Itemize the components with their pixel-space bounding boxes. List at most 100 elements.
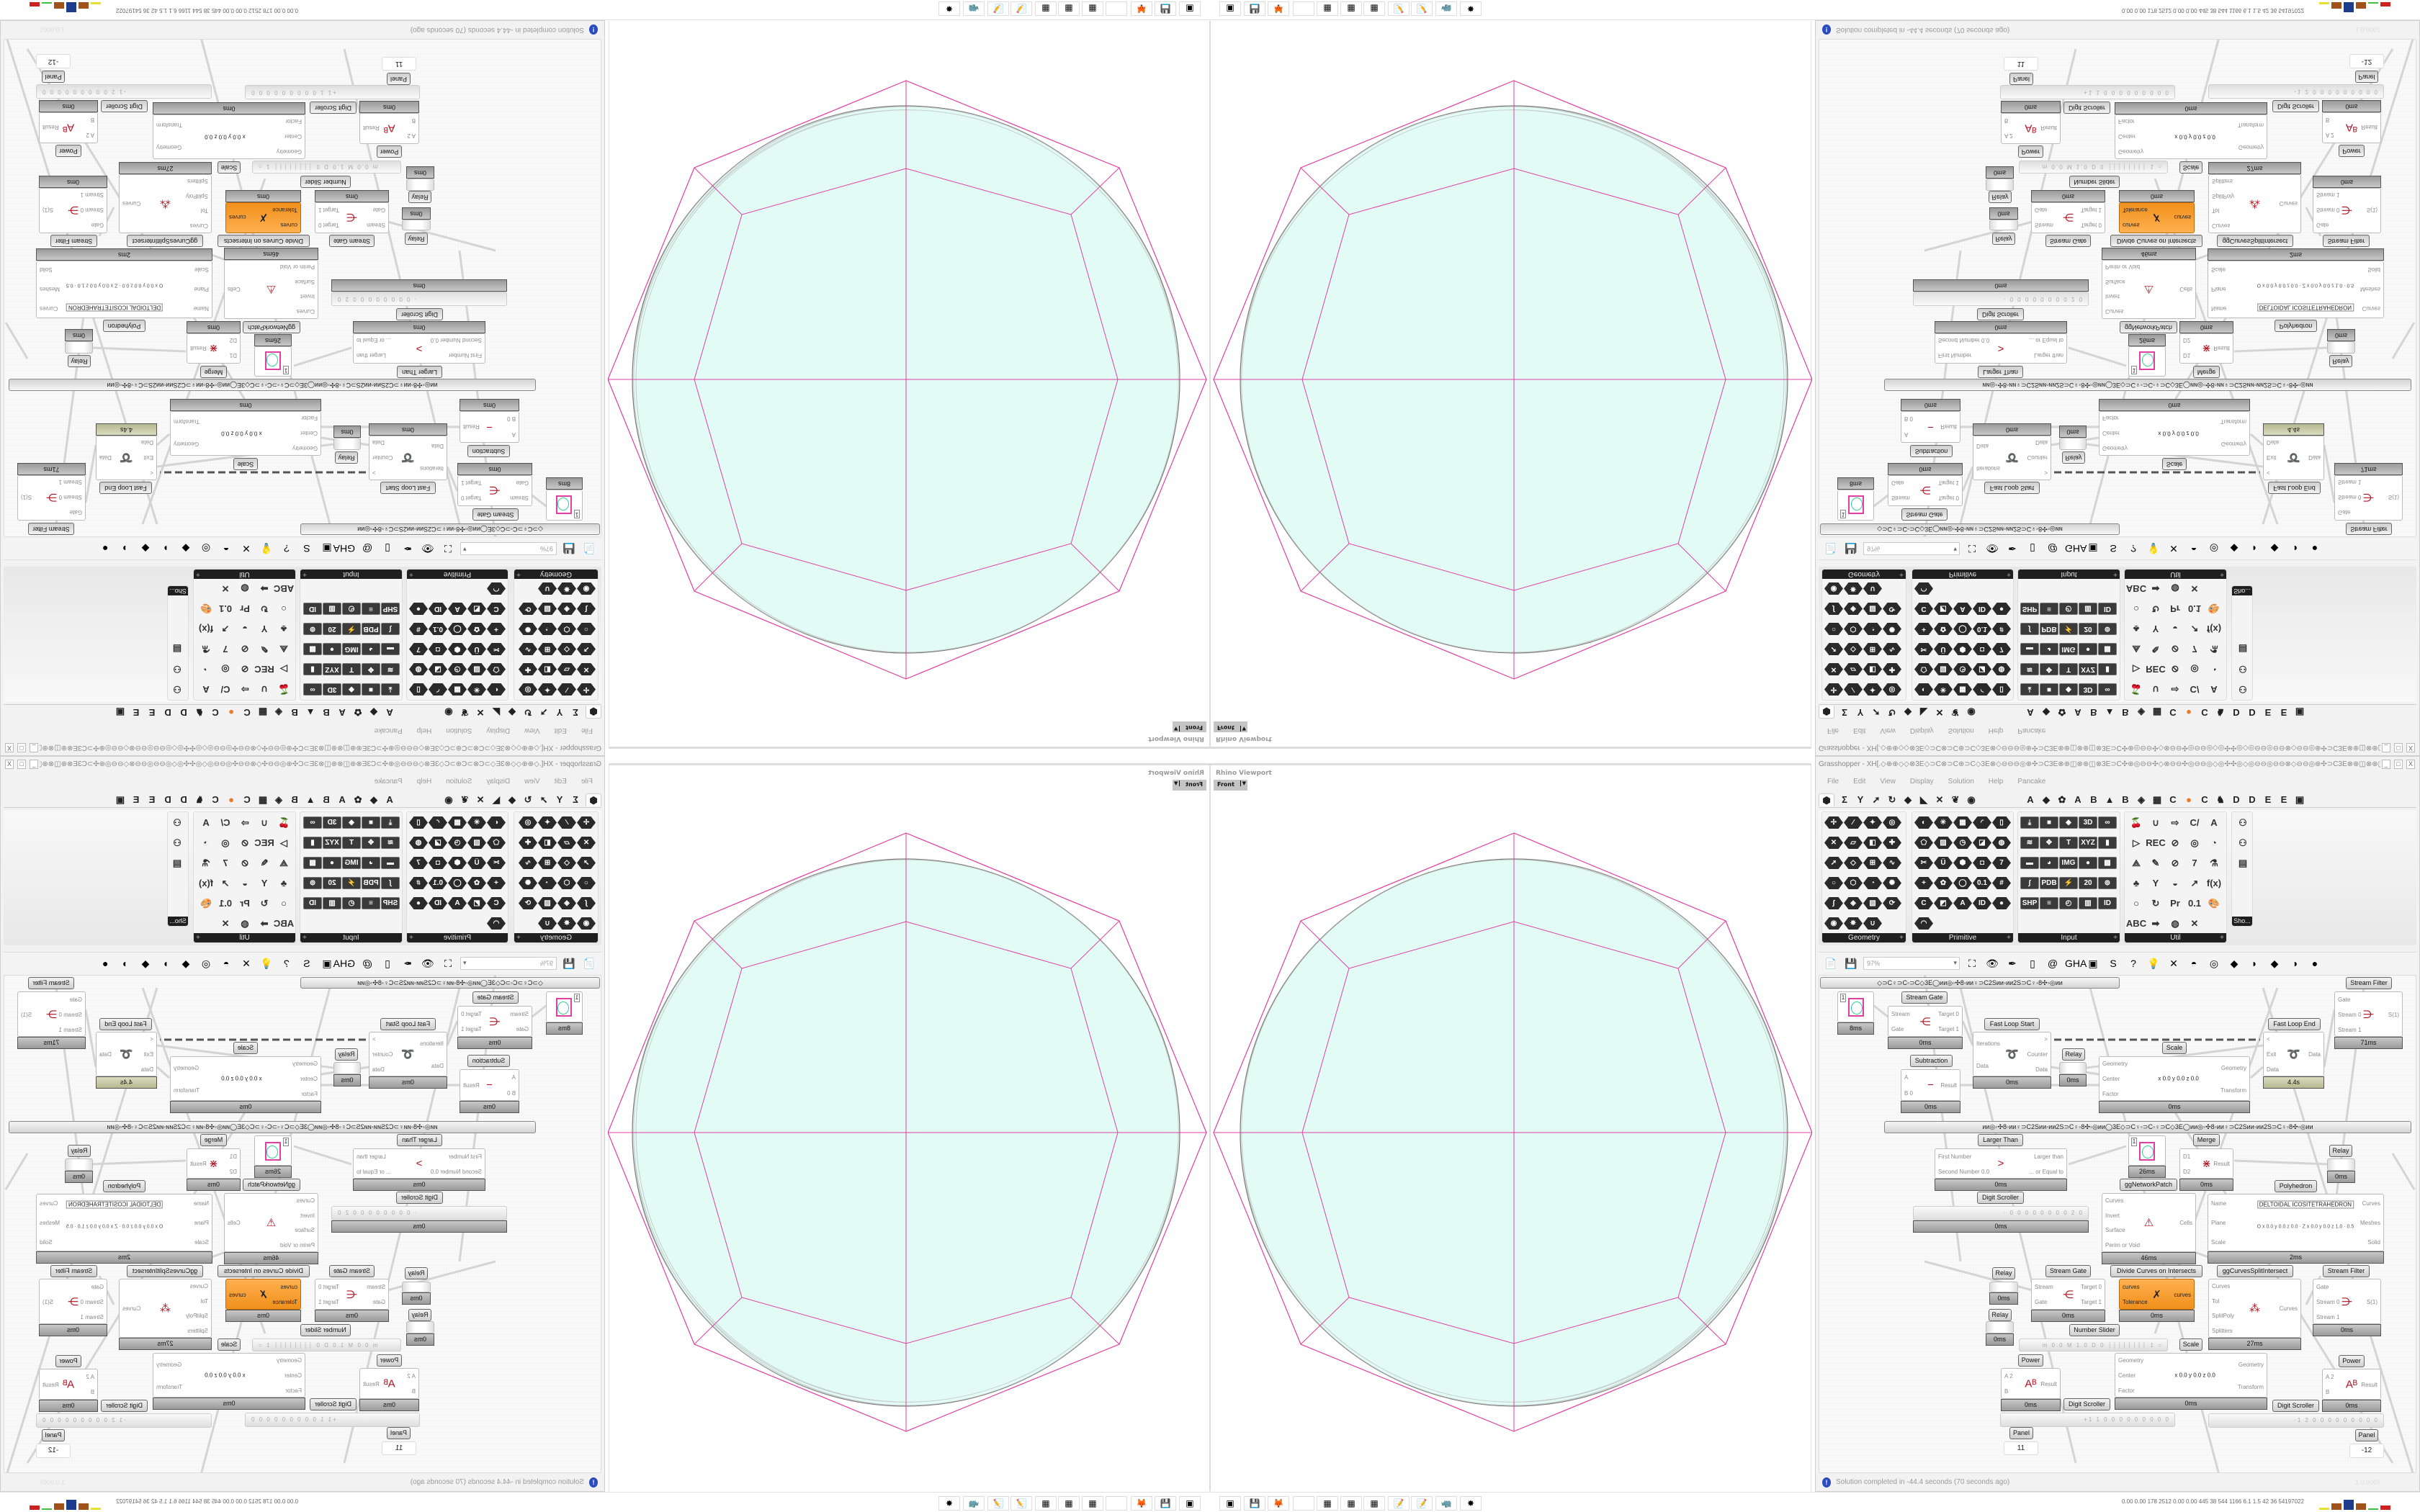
util-component-icon[interactable]: ○ xyxy=(281,898,287,909)
power-label[interactable]: Power xyxy=(2018,145,2043,158)
input-param[interactable]: < xyxy=(2267,1036,2270,1043)
relay-component[interactable] xyxy=(406,1321,434,1333)
taskbar-blank-app-icon[interactable] xyxy=(1293,1496,1314,1511)
polyhedron-label[interactable]: Polyhedron xyxy=(103,1180,145,1192)
input-param[interactable]: < xyxy=(2267,469,2270,476)
input-param[interactable]: Gate xyxy=(69,996,82,1003)
output-param[interactable]: Target 0 xyxy=(1938,1010,1959,1017)
toolbar-icon[interactable]: GHA xyxy=(2065,957,2087,969)
input-param[interactable]: curves xyxy=(2123,1283,2140,1290)
ggnetworkpatch-component[interactable]: Curves Invert Surface Perim or Void Cells ⚠ xyxy=(2102,260,2196,319)
primitive-component-icon[interactable]: Ü xyxy=(467,857,486,869)
input-component-icon[interactable]: ✥ xyxy=(2040,837,2058,849)
toolbar-icon[interactable]: ▯ xyxy=(385,957,390,969)
relay-label[interactable]: Relay xyxy=(1992,233,2015,245)
merge-label[interactable]: Merge xyxy=(2193,1134,2220,1146)
util-component-icon[interactable]: ◎ xyxy=(2190,664,2199,675)
relay-component[interactable] xyxy=(2059,438,2087,450)
util-component-icon[interactable]: ⚗ xyxy=(202,857,210,868)
rhino-viewport[interactable]: Rhino Viewport Front ▼ xyxy=(1210,763,1812,1491)
input-param[interactable]: Perim or Void xyxy=(279,1241,315,1248)
input-param[interactable]: Splitters xyxy=(187,1327,208,1334)
input-param[interactable]: Name xyxy=(193,305,209,312)
input-component-icon[interactable]: ∞ xyxy=(303,683,322,696)
toolbar-icon[interactable]: ◆ xyxy=(2270,543,2279,555)
primitive-component-icon[interactable]: ⬢ xyxy=(1953,857,1972,869)
toolbar-icon[interactable]: ● xyxy=(2311,957,2318,969)
relay-component[interactable] xyxy=(2327,1158,2355,1171)
input-param[interactable]: D2 xyxy=(2183,337,2191,344)
expand-panel-icon[interactable]: + xyxy=(1899,934,1904,942)
toolbar-icon[interactable]: ◗ xyxy=(162,957,169,969)
input-component-icon[interactable]: ▮ xyxy=(303,837,322,849)
geometry-component-icon[interactable]: ◇ xyxy=(1844,643,1863,655)
output-param[interactable]: S(1) xyxy=(2366,1298,2378,1305)
primitive-component-icon[interactable]: ◍ xyxy=(409,837,428,849)
primitive-component-icon[interactable]: A xyxy=(448,603,467,615)
input-component-icon[interactable]: ◕ xyxy=(2040,643,2058,655)
plugin-tab-icon[interactable]: ◈ xyxy=(275,793,282,805)
input-component-icon[interactable]: ◆ xyxy=(2059,816,2078,829)
output-param[interactable]: Geometry xyxy=(156,1361,182,1368)
input-component-icon[interactable]: XYZ xyxy=(2079,837,2097,849)
output-param[interactable]: Transform xyxy=(174,1086,200,1094)
input-component-icon[interactable]: ⤓ xyxy=(2020,816,2039,829)
geometry-component-icon[interactable]: ⟳ xyxy=(1883,603,1901,615)
show-component-icon[interactable]: ▤ xyxy=(2238,644,2248,655)
larger-than-label[interactable]: Larger Than xyxy=(397,366,442,378)
geometry-component-icon[interactable]: ∕ xyxy=(1844,683,1863,696)
toolbar-icon[interactable]: ◆ xyxy=(2230,543,2238,555)
primitive-component-icon[interactable]: ◠ xyxy=(1914,582,1933,595)
output-param[interactable]: Curves xyxy=(40,1200,58,1207)
geometry-component-icon[interactable]: ▧ xyxy=(1863,897,1882,909)
output-param[interactable]: Geometry xyxy=(2220,1064,2246,1071)
show-component-icon[interactable]: ⚇ xyxy=(173,816,182,828)
output-param[interactable]: Target 0 xyxy=(461,495,482,502)
panel-label[interactable]: Panel xyxy=(2009,73,2033,85)
primitive-component-icon[interactable]: ✳ xyxy=(467,683,486,696)
plugin-tab-icon[interactable]: A xyxy=(2027,707,2034,719)
util-component-icon[interactable]: ◒ xyxy=(242,624,248,634)
input-param[interactable]: Factor xyxy=(285,118,302,125)
toolbar-icon[interactable]: ● xyxy=(2311,543,2318,555)
plugin-tab-icon[interactable]: ◆ xyxy=(370,793,377,805)
ggcurvessplitintersect-label[interactable]: ggCurvesSplitIntersect xyxy=(2217,235,2293,247)
geometry-component-icon[interactable]: ⊞ xyxy=(1863,643,1882,655)
input-param[interactable]: A 2 xyxy=(86,132,94,139)
input-param[interactable]: Stream 1 xyxy=(2316,1313,2340,1320)
util-component-icon[interactable]: ✕ xyxy=(221,583,230,595)
ggcurvessplitintersect-component[interactable]: Curves Tol SplitPoly Splitters Curves ⁂ xyxy=(119,174,212,233)
input-param[interactable]: Name xyxy=(193,1200,209,1207)
divide-curves-on-intersects-label[interactable]: Divide Curves on Intersects xyxy=(218,235,310,247)
primitive-component-icon[interactable]: C xyxy=(1914,603,1933,615)
taskbar-floppy-64-icon[interactable]: 💾 xyxy=(1244,1496,1265,1511)
relay-component[interactable] xyxy=(402,220,431,230)
group-bar[interactable]: ◇⊃C♀⊃C◦⊃C◇3E◯ᴎᴎ◎◦✣8◦ᴎᴎ♀⊃C2Sᴎᴎ◦ᴎᴎ2S⊃C♀◦8✣… xyxy=(1820,523,2120,535)
util-component-icon[interactable]: ⇨ xyxy=(2171,684,2179,696)
output-param[interactable]: Solid xyxy=(40,266,53,274)
input-param[interactable]: Surface xyxy=(2105,1227,2125,1234)
util-component-icon[interactable]: ⊘ xyxy=(241,857,249,868)
toolbar-icon[interactable]: 💡 xyxy=(260,543,273,555)
toolbar-icon[interactable]: 💾 xyxy=(563,543,575,555)
primitive-component-icon[interactable]: + xyxy=(1914,877,1933,889)
primitive-component-icon[interactable]: C xyxy=(487,897,506,909)
menu-view[interactable]: View xyxy=(1880,778,1896,786)
stream-filter-component[interactable]: Gate Stream 0 Stream 1 S(1) ⋺ xyxy=(2334,475,2403,521)
geometry-component-icon[interactable]: ▱ xyxy=(1844,837,1863,849)
primitive-component-icon[interactable]: ◪ xyxy=(429,663,447,675)
plugin-tab-icon[interactable]: A xyxy=(2027,793,2034,805)
show-component-icon[interactable]: ▤ xyxy=(2238,857,2248,868)
output-param[interactable]: Target 0 xyxy=(318,222,339,229)
menu-file[interactable]: File xyxy=(1827,726,1839,734)
menu-help[interactable]: Help xyxy=(416,778,432,786)
input-param[interactable]: Exit xyxy=(143,1051,153,1058)
util-component-icon[interactable]: ⇨ xyxy=(2171,816,2179,828)
output-param[interactable]: > xyxy=(372,469,376,476)
output-param[interactable]: Target 0 xyxy=(1938,495,1959,502)
input-component-icon[interactable]: ≡ xyxy=(2040,897,2058,909)
output-param[interactable]: Larger than xyxy=(2034,1153,2063,1160)
input-param[interactable]: Stream xyxy=(2035,222,2053,229)
input-component-icon[interactable]: ID xyxy=(303,897,322,909)
util-component-icon[interactable]: ∪ xyxy=(2152,816,2159,828)
